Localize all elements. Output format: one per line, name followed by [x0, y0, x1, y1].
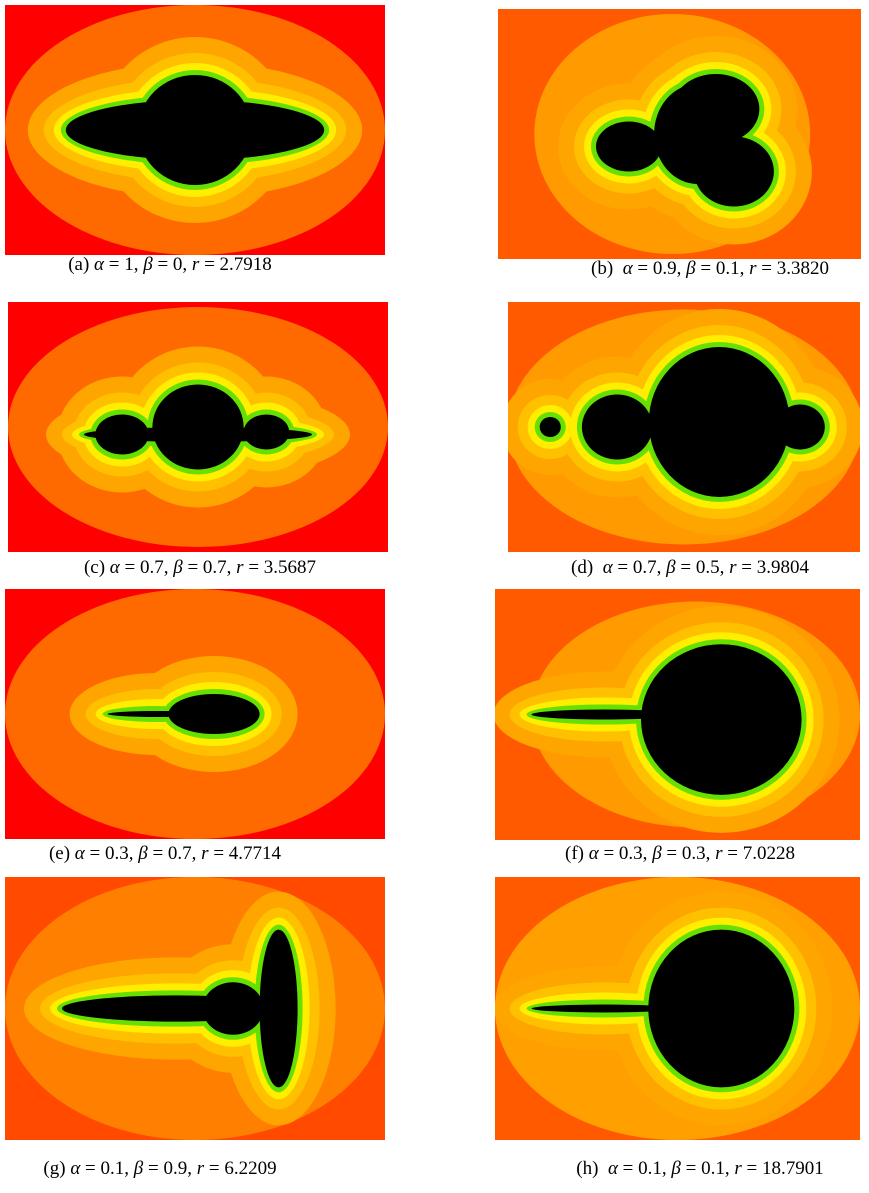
- fractal-image: [498, 9, 861, 259]
- caption-part: β: [651, 843, 662, 864]
- panel: (h) α = 0.1, β = 0.1, r = 18.7901: [494, 877, 861, 1179]
- caption-part: = 0.1,: [618, 1158, 671, 1179]
- caption-part: (a): [68, 254, 94, 275]
- caption-part: β: [142, 254, 153, 275]
- caption-part: = 0.1,: [696, 258, 749, 279]
- caption-part: = 0.1,: [80, 1158, 133, 1179]
- caption-part: = 0.3,: [662, 843, 715, 864]
- set-body: [108, 711, 207, 717]
- caption-part: β: [670, 1158, 681, 1179]
- caption-part: = 6.2209: [204, 1158, 276, 1179]
- caption-part: (f): [565, 843, 589, 864]
- caption-part: = 4.7714: [209, 843, 282, 864]
- fractal-image: [5, 877, 385, 1140]
- caption-part: = 0.9,: [633, 258, 686, 279]
- caption-part: β: [665, 557, 676, 578]
- caption-part: = 0.7,: [148, 843, 201, 864]
- caption-part: (g): [43, 1158, 70, 1179]
- caption-part: (c): [84, 557, 110, 578]
- set-body: [649, 347, 790, 497]
- caption-part: (h): [576, 1158, 608, 1179]
- figure: (a) α = 1, β = 0, r = 2.7918 (b) α = 0.9,…: [0, 0, 869, 1193]
- set-body: [641, 644, 802, 795]
- caption-part: β: [137, 843, 148, 864]
- fractal-image: [8, 302, 388, 552]
- panel: (f) α = 0.3, β = 0.3, r = 7.0228: [494, 589, 861, 864]
- caption-part: = 0.3,: [599, 843, 652, 864]
- set-body: [532, 1005, 678, 1013]
- caption-part: = 0.5,: [676, 557, 729, 578]
- set-body: [540, 417, 561, 437]
- caption-part: = 0.7,: [183, 557, 236, 578]
- caption-part: (d): [571, 557, 603, 578]
- fractal-image: [5, 589, 385, 839]
- panel: (a) α = 1, β = 0, r = 2.7918: [5, 5, 385, 275]
- caption: (e) α = 0.3, β = 0.7, r = 4.7714: [49, 843, 282, 864]
- panel: (e) α = 0.3, β = 0.7, r = 4.7714: [5, 589, 385, 864]
- page: (a) α = 1, β = 0, r = 2.7918 (b) α = 0.9,…: [0, 0, 869, 1193]
- caption: (a) α = 1, β = 0, r = 2.7918: [68, 254, 272, 275]
- fractal-image: [5, 5, 385, 255]
- caption-part: = 0.1,: [681, 1158, 734, 1179]
- caption-part: = 0.3,: [85, 843, 138, 864]
- panel: (g) α = 0.1, β = 0.9, r = 6.2209: [5, 877, 385, 1179]
- caption-part: β: [172, 557, 183, 578]
- caption-part: = 1,: [104, 254, 143, 275]
- caption-part: (e): [49, 843, 75, 864]
- caption-part: β: [685, 258, 696, 279]
- caption: (h) α = 0.1, β = 0.1, r = 18.7901: [576, 1158, 823, 1179]
- set-body: [84, 427, 312, 442]
- caption-part: = 18.7901: [742, 1158, 824, 1179]
- panel: (c) α = 0.7, β = 0.7, r = 3.5687: [8, 302, 388, 578]
- fractal-image: [494, 589, 861, 840]
- caption-part: = 3.3820: [756, 258, 828, 279]
- caption: (f) α = 0.3, β = 0.3, r = 7.0228: [565, 843, 795, 864]
- set-body: [596, 122, 661, 172]
- caption-part: = 0.9,: [143, 1158, 196, 1179]
- caption: (c) α = 0.7, β = 0.7, r = 3.5687: [84, 557, 316, 578]
- caption-part: β: [133, 1158, 144, 1179]
- caption-part: = 3.5687: [244, 557, 316, 578]
- fractal-image: [494, 877, 861, 1140]
- fractal-image: [502, 302, 863, 552]
- panel: (d) α = 0.7, β = 0.5, r = 3.9804: [502, 302, 863, 578]
- caption-part: = 0.7,: [613, 557, 666, 578]
- set-body: [203, 982, 264, 1035]
- caption-part: = 0,: [153, 254, 192, 275]
- set-body: [138, 75, 252, 185]
- caption: (b) α = 0.9, β = 0.1, r = 3.3820: [591, 258, 829, 279]
- panel: (b) α = 0.9, β = 0.1, r = 3.3820: [498, 9, 861, 279]
- set-body: [776, 405, 825, 450]
- set-body: [532, 709, 678, 719]
- caption-part: = 2.7918: [199, 254, 271, 275]
- caption-part: = 3.9804: [736, 557, 809, 578]
- caption: (g) α = 0.1, β = 0.9, r = 6.2209: [43, 1158, 276, 1179]
- caption-part: (b): [591, 258, 623, 279]
- caption-part: = 7.0228: [723, 843, 795, 864]
- set-body: [582, 395, 652, 460]
- set-body: [260, 930, 298, 1088]
- caption: (d) α = 0.7, β = 0.5, r = 3.9804: [571, 557, 809, 578]
- set-body: [654, 84, 741, 184]
- caption-part: = 0.7,: [120, 557, 173, 578]
